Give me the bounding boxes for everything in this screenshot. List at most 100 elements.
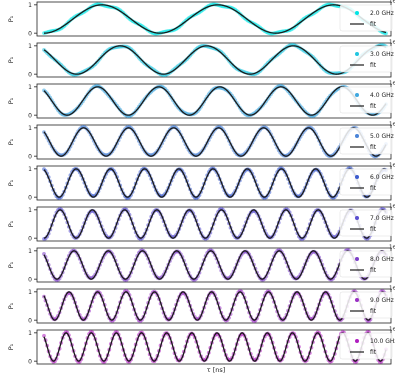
x-axis-offset-label: 1e [389, 0, 395, 5]
legend: 2.0 GHz fit [339, 4, 394, 32]
fit-line [43, 209, 387, 239]
legend: 8.0 GHz fit [339, 250, 394, 278]
x-axis-offset-label: 1e [389, 122, 395, 128]
legend-marker-data [355, 11, 359, 15]
legend-marker-data [355, 175, 359, 179]
legend-label-fit: fit [370, 185, 377, 192]
y-tick-label: 0 [28, 276, 32, 283]
legend-marker-data [355, 134, 359, 138]
legend-label-fit: fit [370, 103, 377, 110]
legend-label-fit: fit [370, 349, 377, 356]
legend-label-frequency: 3.0 GHz [370, 51, 394, 58]
y-axis-label: P₁ [7, 138, 15, 145]
subplot-4: 0 1 P₁ 1e 5.0 GHz fit [7, 122, 395, 161]
y-axis-label: P₁ [7, 97, 15, 104]
y-tick-label: 0 [28, 153, 32, 160]
y-axis-label: P₁ [7, 220, 15, 227]
y-tick-label: 0 [28, 235, 32, 242]
y-axis-label: P₁ [7, 15, 15, 22]
legend-box [339, 168, 393, 196]
data-point [42, 333, 46, 338]
legend-box [339, 45, 393, 73]
fit-line [43, 127, 387, 157]
legend-label-frequency: 7.0 GHz [370, 215, 394, 222]
x-axis-offset-label: 1e [389, 81, 395, 87]
subplot-3: 0 1 P₁ 1e 4.0 GHz fit [7, 81, 395, 120]
fit-line [43, 45, 387, 75]
y-tick-label: 1 [28, 248, 32, 255]
y-tick-label: 1 [28, 330, 32, 337]
legend-box [339, 250, 393, 278]
fit-line [43, 4, 387, 34]
legend-label-frequency: 6.0 GHz [370, 174, 394, 181]
fit-line [43, 291, 387, 321]
y-tick-label: 0 [28, 194, 32, 201]
legend-marker-data [355, 52, 359, 56]
legend-box [339, 209, 393, 237]
legend-label-frequency: 4.0 GHz [370, 92, 394, 99]
y-axis-label: P₁ [7, 302, 15, 309]
x-axis-offset-label: 1e [389, 327, 395, 333]
legend-label-frequency: 9.0 GHz [370, 297, 394, 304]
subplot-6: 0 1 P₁ 1e 7.0 GHz fit [7, 204, 395, 243]
subplot-1: 0 1 P₁ 1e 2.0 GHz fit [7, 0, 395, 37]
legend-marker-data [355, 339, 359, 343]
y-axis-label: P₁ [7, 261, 15, 268]
legend-marker-data [355, 257, 359, 261]
fit-line [43, 86, 387, 116]
y-tick-label: 1 [28, 125, 32, 132]
legend: 4.0 GHz fit [339, 86, 394, 114]
y-axis-label: P₁ [7, 56, 15, 63]
subplot-5: 0 1 P₁ 1e 6.0 GHz fit [7, 163, 395, 202]
y-axis-label: P₁ [7, 179, 15, 186]
y-tick-label: 1 [28, 207, 32, 214]
subplot-9: 0 1 P₁ 1e 10.0 GHz fit [7, 327, 395, 366]
x-axis-offset-label: 1e [389, 286, 395, 292]
data-point [42, 252, 46, 256]
x-axis-offset-label: 1e [389, 40, 395, 46]
legend-box [339, 291, 393, 319]
subplot-8: 0 1 P₁ 1e 9.0 GHz fit [7, 286, 395, 325]
subplot-7: 0 1 P₁ 1e 8.0 GHz fit [7, 245, 395, 284]
legend-box [339, 4, 393, 32]
legend-label-frequency: 8.0 GHz [370, 256, 394, 263]
x-axis-offset-label: 1e [389, 163, 395, 169]
legend: 3.0 GHz fit [339, 45, 394, 73]
legend-marker-data [355, 298, 359, 302]
subplot-2: 0 1 P₁ 1e 3.0 GHz fit [7, 40, 395, 79]
y-tick-label: 0 [28, 358, 32, 365]
legend-box [339, 332, 393, 360]
legend-label-fit: fit [370, 267, 377, 274]
legend-label-fit: fit [370, 308, 377, 315]
legend: 7.0 GHz fit [339, 209, 394, 237]
x-axis-offset-label: 1e [389, 245, 395, 251]
legend: 6.0 GHz fit [339, 168, 394, 196]
shared-x-axis-label: τ [ns] [207, 366, 226, 374]
y-tick-label: 1 [28, 166, 32, 173]
x-axis-offset-label: 1e [389, 204, 395, 210]
legend-label-fit: fit [370, 21, 377, 28]
legend-label-fit: fit [370, 226, 377, 233]
y-tick-label: 0 [28, 30, 32, 37]
legend-marker-data [355, 216, 359, 220]
legend-label-fit: fit [370, 62, 377, 69]
y-tick-label: 1 [28, 289, 32, 296]
legend-box [339, 86, 393, 114]
y-tick-label: 0 [28, 112, 32, 119]
y-tick-label: 1 [28, 2, 32, 9]
fit-line [43, 332, 387, 362]
legend: 10.0 GHz fit [339, 332, 395, 360]
legend: 5.0 GHz fit [339, 127, 394, 155]
legend-box [339, 127, 393, 155]
y-axis-label: P₁ [7, 343, 15, 350]
y-tick-label: 0 [28, 317, 32, 324]
legend-label-frequency: 5.0 GHz [370, 133, 394, 140]
y-tick-label: 1 [28, 43, 32, 50]
legend-label-frequency: 10.0 GHz [370, 338, 395, 345]
fit-line [43, 250, 387, 280]
y-tick-label: 1 [28, 84, 32, 91]
fit-line [43, 168, 387, 198]
legend-marker-data [355, 93, 359, 97]
